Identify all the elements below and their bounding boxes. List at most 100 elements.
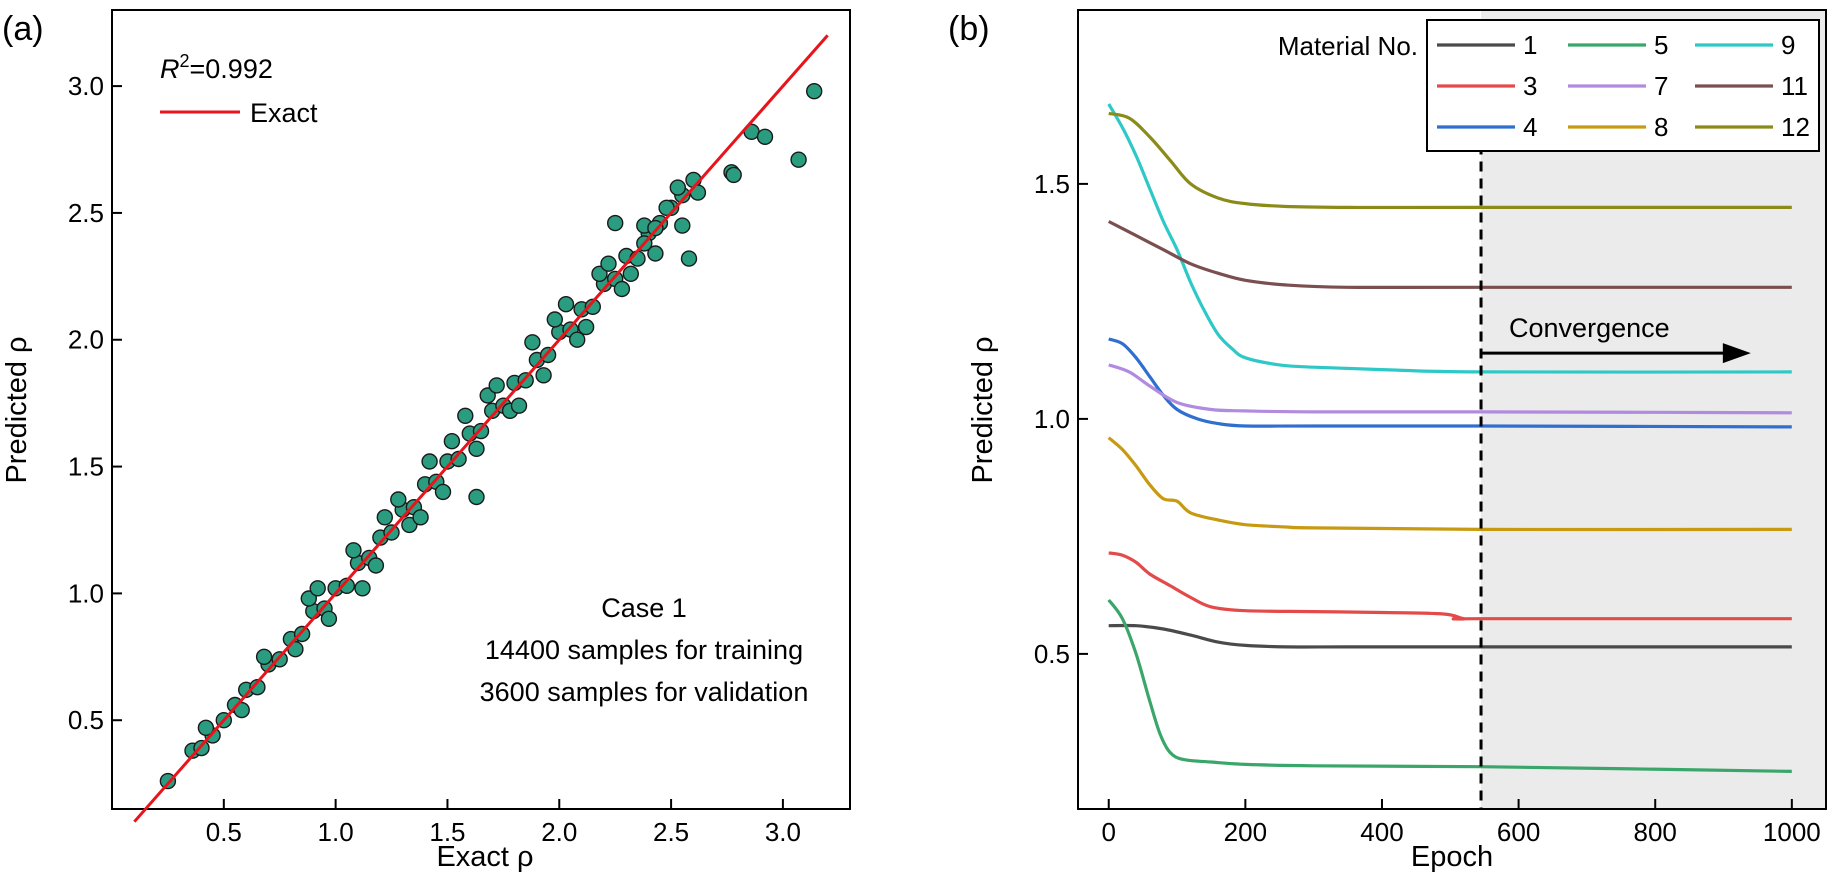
legend-label-material-9: 9 — [1781, 30, 1795, 60]
legend-label-material-7: 7 — [1654, 71, 1668, 101]
scatter-point — [622, 265, 639, 282]
panel-a-x-axis-label: Exact ρ — [436, 841, 533, 873]
scatter-point — [255, 648, 273, 665]
x-tick-label: 600 — [1497, 817, 1540, 847]
scatter-point — [613, 280, 631, 298]
scatter-point — [450, 450, 467, 468]
x-tick-label: 0.5 — [206, 817, 242, 847]
panel-a-label: (a) — [2, 10, 44, 48]
x-tick-label: 400 — [1360, 817, 1403, 847]
scatter-point — [300, 590, 317, 607]
scatter-point — [468, 440, 485, 457]
scatter-point — [443, 433, 461, 450]
scatter-point — [345, 542, 362, 559]
x-tick-label: 800 — [1634, 817, 1677, 847]
scatter-point — [680, 250, 698, 267]
scatter-point — [488, 377, 505, 394]
y-tick-label: 1.0 — [1034, 404, 1070, 434]
scatter-point — [479, 387, 496, 404]
r-squared-superscript: 2 — [180, 51, 190, 71]
legend-label-material-11: 11 — [1781, 71, 1808, 101]
convergence-arrow-head — [1722, 343, 1751, 364]
y-tick-label: 2.5 — [68, 198, 104, 228]
scatter-point — [401, 516, 418, 534]
scatter-point — [524, 334, 541, 351]
training-samples-label: 14400 samples for training — [485, 635, 803, 665]
x-tick-label: 200 — [1224, 817, 1267, 847]
series-line-material-7 — [1108, 363, 1792, 415]
panel-a-y-ticks: 0.5 1.0 1.5 2.0 2.5 3.0 — [68, 71, 122, 735]
scatter-point — [600, 255, 617, 272]
scatter-point — [197, 719, 215, 736]
x-tick-label: 1.5 — [429, 817, 465, 847]
scatter-point — [457, 407, 474, 424]
scatter-point — [468, 488, 485, 506]
panel-b-label: (b) — [948, 10, 990, 48]
legend-title: Material No. — [1278, 31, 1418, 61]
scatter-point — [674, 217, 691, 234]
panel-a-plot-frame — [111, 9, 851, 810]
x-tick-label: 2.5 — [653, 817, 689, 847]
scatter-point — [546, 311, 563, 328]
y-tick-label: 1.5 — [68, 452, 104, 482]
panel-b-x-ticks: 0 200 400 600 800 1000 — [1102, 799, 1821, 847]
r-squared-symbol: R — [160, 54, 180, 84]
panel-a-y-axis-label: Predicted ρ — [1, 336, 33, 483]
x-tick-label: 1000 — [1763, 817, 1821, 847]
scatter-point — [607, 214, 624, 232]
series-line-material-11 — [1107, 220, 1792, 290]
scatter-point — [249, 679, 266, 696]
scatter-point — [584, 298, 601, 315]
legend-label-material-5: 5 — [1654, 30, 1668, 60]
legend-label-material-1: 1 — [1523, 30, 1537, 60]
panel-b-x-axis-label: Epoch — [1411, 841, 1493, 873]
series-line-material-1 — [1108, 623, 1792, 649]
series-line-material-5 — [1107, 598, 1792, 773]
scatter-point — [535, 367, 552, 384]
convergence-label: Convergence — [1509, 313, 1670, 343]
scatter-point — [806, 82, 823, 100]
panel-b-line-chart: (b) Convergence 0 200 400 600 800 1000 0.5 1.0… — [948, 9, 1827, 873]
y-tick-label: 3.0 — [68, 71, 104, 101]
scatter-point — [591, 265, 608, 282]
panel-b-y-axis-label: Predicted ρ — [967, 336, 999, 483]
scatter-point — [725, 166, 742, 184]
y-tick-label: 0.5 — [1034, 639, 1070, 669]
legend-label-material-4: 4 — [1523, 112, 1537, 142]
scatter-point — [510, 397, 528, 414]
scatter-point — [412, 509, 429, 526]
panel-a-points — [159, 82, 823, 790]
x-tick-label: 1.0 — [318, 817, 354, 847]
scatter-point — [320, 610, 338, 627]
x-tick-label: 0 — [1102, 817, 1116, 847]
x-tick-label: 2.0 — [541, 817, 577, 847]
legend-label-material-8: 8 — [1654, 112, 1668, 142]
series-line-material-3 — [1108, 551, 1792, 621]
panel-a-scatter-chart: (a) 0.5 1.0 1.5 2.0 2.5 3.0 0.5 1.0 1.5 2.0 2.5 3.… — [1, 9, 851, 873]
scatter-point — [569, 331, 586, 348]
scatter-point — [367, 557, 385, 574]
scatter-point — [309, 580, 326, 597]
series-line-material-12 — [1108, 111, 1792, 210]
scatter-point — [577, 318, 595, 336]
panel-a-x-ticks: 0.5 1.0 1.5 2.0 2.5 3.0 — [206, 799, 801, 847]
scatter-point — [669, 179, 686, 196]
r-squared-value: =0.992 — [190, 54, 273, 84]
series-line-material-9 — [1107, 103, 1792, 374]
scatter-point — [647, 245, 664, 262]
y-tick-label: 1.5 — [1034, 169, 1070, 199]
scatter-point — [390, 491, 407, 508]
exact-line — [133, 34, 829, 823]
y-tick-label: 1.0 — [68, 578, 104, 608]
scatter-point — [557, 296, 575, 313]
x-tick-label: 3.0 — [765, 817, 801, 847]
scatter-point — [434, 483, 452, 501]
scatter-point — [376, 509, 393, 526]
r-squared-label: R2=0.992 — [160, 51, 273, 84]
y-tick-label: 2.0 — [68, 325, 104, 355]
scatter-point — [756, 128, 774, 146]
scatter-point — [421, 453, 438, 470]
scatter-point — [354, 580, 371, 597]
